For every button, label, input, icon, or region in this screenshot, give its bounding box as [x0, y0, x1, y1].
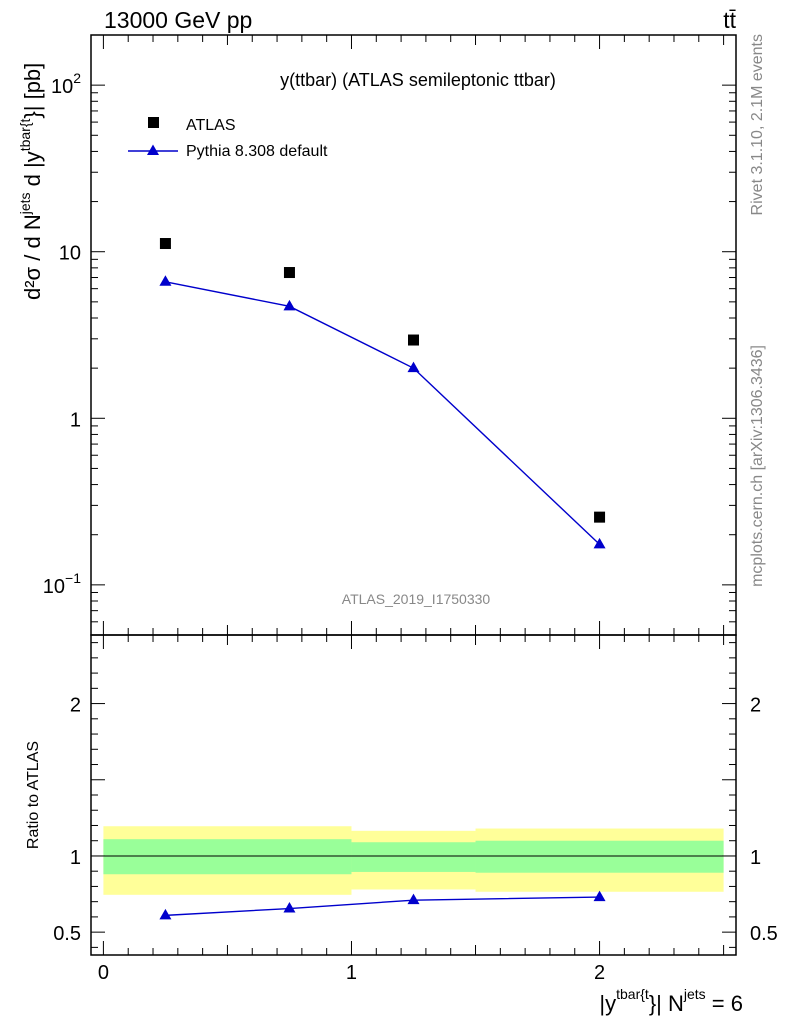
- lower-plot-frame: [90, 634, 737, 956]
- x-tick-label: 0: [98, 962, 109, 984]
- ratio-tick-label-left: 0.5: [53, 923, 81, 945]
- x-tick-label: 2: [594, 962, 605, 984]
- atlas-point: [283, 267, 295, 279]
- legend-atlas-label: ATLAS: [186, 117, 236, 134]
- legend-atlas-marker: [148, 117, 159, 128]
- y-tick-label: 10−1: [43, 570, 81, 598]
- side-text-bottom: mcplots.cern.ch [arXiv:1306.3436]: [749, 345, 766, 587]
- lower-panel: 0.5 0.5 1 1 2 2 0 1 2 Ratio to ATLAS |ytbar{t}| …: [25, 634, 778, 1016]
- legend-pythia-label: Pythia 8.308 default: [186, 143, 328, 160]
- lower-tick-labels: 0.5 0.5 1 1 2 2 0 1 2: [53, 695, 778, 984]
- ratio-tick-label-right: 2: [750, 695, 761, 717]
- x-axis-label: |ytbar{t}| Njets = 6: [599, 986, 743, 1016]
- plot-title: y(ttbar) (ATLAS semileptonic ttbar): [280, 70, 556, 90]
- side-text-top: Rivet 3.1.10, 2.1M events: [749, 34, 766, 215]
- pythia-point: [407, 361, 420, 373]
- ratio-marks: [159, 890, 606, 920]
- upper-panel: 102 10 1 10−1 y(ttbar) (ATLAS semileptonic …: [17, 34, 737, 636]
- upper-y-axis-label: d²σ / d Njets d |ytbar{t}| [pb]: [17, 63, 45, 300]
- ratio-tick-label-left: 2: [70, 695, 81, 717]
- x-tick-label: 1: [346, 962, 357, 984]
- ratio-point: [159, 908, 172, 920]
- atlas-point: [408, 334, 419, 346]
- atlas-point: [594, 511, 606, 523]
- uncertainty-bands: [103, 826, 724, 895]
- watermark: ATLAS_2019_I1750330: [342, 591, 491, 607]
- ratio-y-axis-label: Ratio to ATLAS: [25, 741, 42, 849]
- ratio-point: [407, 893, 420, 905]
- legend-pythia-marker: [147, 144, 159, 155]
- ratio-tick-label-right: 0.5: [750, 923, 778, 945]
- ratio-point: [283, 902, 296, 913]
- y-tick-label: 102: [51, 70, 81, 98]
- pythia-point: [159, 275, 172, 286]
- band-inner: [103, 839, 352, 875]
- pythia-point: [593, 537, 606, 549]
- lower-axis-ticks: [91, 635, 736, 955]
- pythia-point: [283, 299, 296, 311]
- ratio-point: [593, 890, 606, 902]
- y-tick-label: 1: [70, 409, 81, 431]
- header-left: 13000 GeV pp: [104, 7, 252, 33]
- upper-tick-labels: 102 10 1 10−1: [43, 70, 81, 598]
- band-inner: [475, 840, 724, 873]
- ratio-tick-label-left: 1: [70, 847, 81, 869]
- upper-data-marks: [159, 238, 606, 549]
- ratio-series-line: [165, 896, 600, 917]
- y-tick-label: 10: [59, 243, 81, 265]
- ratio-tick-label-right: 1: [750, 847, 761, 869]
- header-right: tt̄: [723, 7, 736, 33]
- pythia-series-line: [165, 281, 601, 545]
- legend: ATLAS Pythia 8.308 default: [128, 117, 328, 160]
- upper-axis-ticks: [91, 34, 736, 636]
- atlas-point: [159, 238, 171, 250]
- band-inner: [351, 842, 476, 872]
